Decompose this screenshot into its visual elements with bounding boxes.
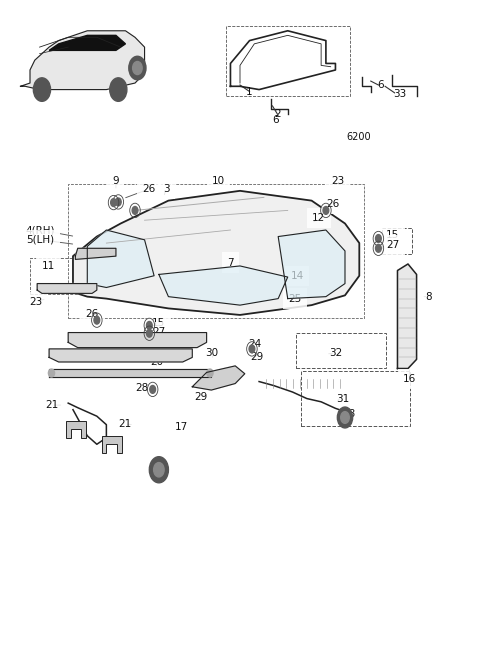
Polygon shape: [49, 35, 125, 51]
Polygon shape: [21, 31, 144, 90]
Text: 9: 9: [113, 176, 119, 186]
Circle shape: [129, 56, 146, 80]
Polygon shape: [49, 349, 192, 362]
Text: 11: 11: [42, 261, 55, 271]
Text: 15: 15: [152, 318, 166, 328]
Text: 32: 32: [329, 348, 342, 358]
Text: 5(LH): 5(LH): [26, 235, 55, 245]
Bar: [30, 258, 107, 294]
Polygon shape: [102, 436, 121, 453]
Text: 23: 23: [29, 297, 42, 307]
Text: 10: 10: [212, 176, 225, 186]
Text: 31: 31: [336, 394, 349, 403]
Polygon shape: [68, 333, 206, 348]
Text: 18: 18: [343, 409, 356, 419]
Text: 24: 24: [249, 339, 262, 350]
Circle shape: [154, 462, 164, 477]
Circle shape: [249, 345, 255, 353]
Text: 30: 30: [205, 348, 218, 358]
Text: 2: 2: [274, 109, 280, 119]
Text: 8: 8: [425, 292, 432, 302]
Bar: [301, 371, 410, 426]
Circle shape: [110, 78, 127, 101]
Circle shape: [116, 198, 121, 206]
Text: 26: 26: [85, 308, 99, 319]
Circle shape: [341, 411, 349, 423]
Circle shape: [149, 457, 168, 483]
Polygon shape: [49, 369, 211, 377]
Text: 26: 26: [326, 199, 340, 209]
Text: 1: 1: [246, 87, 253, 96]
Text: 27: 27: [386, 240, 399, 250]
Text: 28: 28: [135, 383, 149, 393]
Polygon shape: [192, 366, 245, 390]
Ellipse shape: [207, 369, 213, 377]
Text: 29: 29: [194, 392, 207, 401]
Text: 21: 21: [118, 419, 131, 429]
Ellipse shape: [48, 369, 55, 377]
Text: 7: 7: [227, 258, 234, 268]
Text: 17: 17: [175, 422, 189, 432]
Text: 15: 15: [386, 230, 399, 240]
Circle shape: [132, 207, 138, 215]
Polygon shape: [278, 230, 345, 298]
Polygon shape: [73, 191, 360, 315]
Text: 6: 6: [273, 115, 279, 125]
Polygon shape: [66, 420, 86, 438]
Polygon shape: [75, 249, 116, 259]
Text: 21: 21: [45, 400, 58, 410]
Text: 22: 22: [89, 350, 103, 360]
Polygon shape: [397, 264, 417, 369]
Text: 23: 23: [331, 176, 345, 186]
Circle shape: [146, 321, 152, 329]
Circle shape: [94, 316, 100, 324]
Circle shape: [34, 78, 50, 101]
Bar: [68, 184, 364, 318]
Bar: [226, 26, 350, 96]
Circle shape: [337, 407, 353, 428]
Circle shape: [132, 62, 142, 75]
Text: 29: 29: [250, 352, 264, 362]
Text: 27: 27: [152, 327, 166, 337]
Text: 25: 25: [288, 294, 301, 304]
Circle shape: [323, 207, 329, 215]
Polygon shape: [37, 283, 97, 293]
Text: 6: 6: [377, 80, 384, 90]
Text: 6200: 6200: [346, 132, 371, 142]
Circle shape: [111, 199, 116, 207]
Text: 20: 20: [150, 357, 163, 367]
Polygon shape: [87, 230, 154, 287]
Text: 4(RH): 4(RH): [26, 225, 55, 235]
Circle shape: [375, 235, 381, 243]
Text: 12: 12: [312, 213, 325, 223]
Text: 26: 26: [143, 184, 156, 194]
Text: 16: 16: [403, 374, 416, 384]
Text: 13: 13: [95, 337, 108, 348]
Circle shape: [146, 329, 152, 337]
Text: 18: 18: [150, 470, 163, 481]
Polygon shape: [159, 266, 288, 305]
Circle shape: [375, 245, 381, 252]
Circle shape: [150, 386, 156, 394]
Bar: [296, 333, 386, 369]
Text: 3: 3: [163, 184, 169, 194]
Text: 14: 14: [291, 271, 304, 281]
Text: 33: 33: [393, 89, 407, 99]
